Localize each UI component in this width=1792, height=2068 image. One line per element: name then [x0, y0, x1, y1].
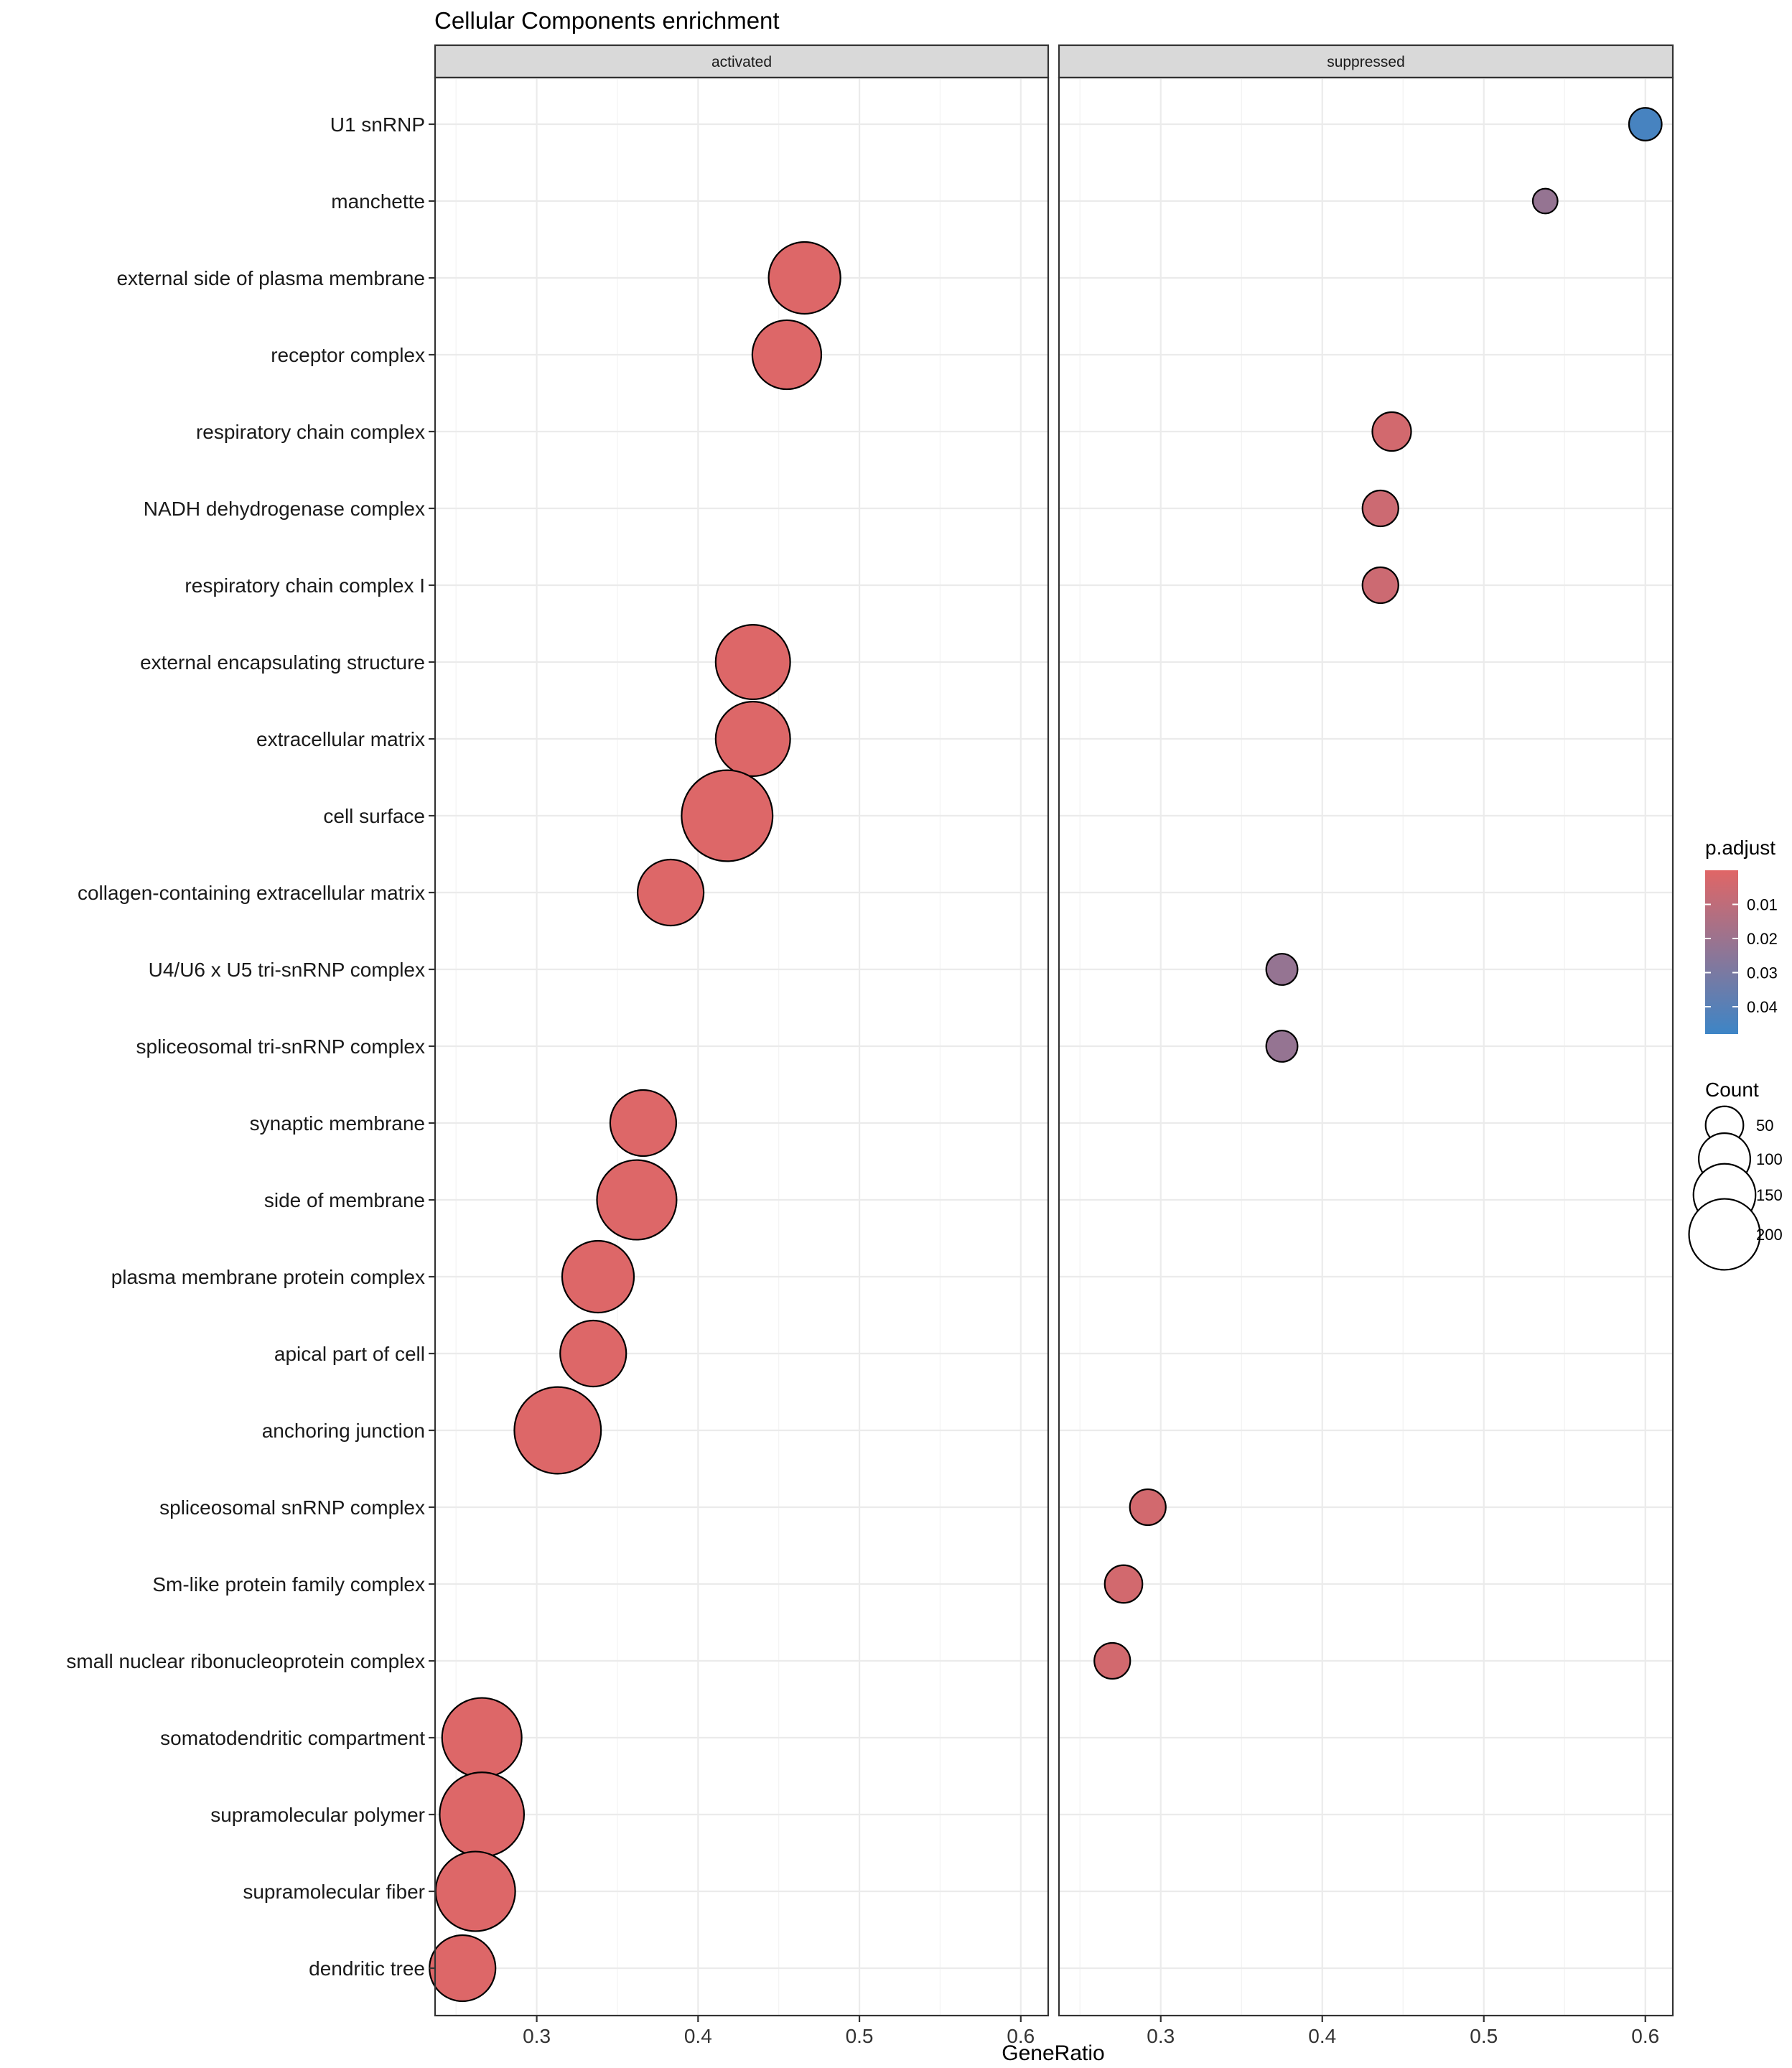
x-tick-label: 0.6	[1631, 2025, 1659, 2047]
size-legend-label: 50	[1756, 1117, 1773, 1135]
data-point	[596, 1159, 678, 1241]
data-point	[513, 1386, 602, 1475]
facet-strip	[434, 44, 1050, 79]
x-tick-label: 0.3	[1147, 2025, 1175, 2047]
x-tick-label: 0.5	[1470, 2025, 1498, 2047]
data-point	[559, 1319, 627, 1388]
y-tick-label: U4/U6 x U5 tri-snRNP complex	[149, 959, 425, 981]
y-tick-label: somatodendritic compartment	[160, 1727, 425, 1749]
data-point	[439, 1771, 526, 1858]
color-legend-label: 0.04	[1747, 998, 1778, 1016]
facet-panel-activated: activated 0.3 0.4 0.5 0.6	[429, 44, 1050, 2047]
data-point	[1371, 411, 1412, 452]
y-tick-label: apical part of cell	[274, 1343, 425, 1365]
x-tick-label: 0.6	[1007, 2025, 1035, 2047]
data-point	[1531, 187, 1559, 215]
y-tick-label: U1 snRNP	[330, 113, 425, 136]
data-point	[1628, 107, 1663, 141]
y-tick-label: side of membrane	[264, 1189, 425, 1211]
data-point	[441, 1697, 523, 1779]
size-legend-label: 200	[1756, 1226, 1783, 1244]
data-point	[1361, 566, 1399, 605]
size-legend-keys: 50 100 150 200	[1688, 1105, 1783, 1271]
y-tick-label: respiratory chain complex	[196, 421, 425, 443]
y-tick-label: dendritic tree	[309, 1957, 425, 1980]
facet-strip-label: suppressed	[1327, 54, 1405, 70]
size-legend-title: Count	[1705, 1079, 1759, 1101]
data-point	[714, 624, 791, 700]
y-tick-label: spliceosomal tri-snRNP complex	[136, 1035, 426, 1058]
color-legend-ticks: 0.01 0.02 0.03 0.04	[1705, 896, 1778, 1016]
y-tick-label: collagen-containing extracellular matrix	[78, 882, 425, 904]
data-point	[681, 769, 774, 862]
color-legend-label: 0.01	[1747, 896, 1778, 914]
panel-border	[1058, 76, 1674, 2017]
data-point	[1103, 1564, 1144, 1604]
size-legend-circle	[1688, 1198, 1761, 1271]
data-point	[1265, 1030, 1299, 1063]
color-legend-label: 0.02	[1747, 930, 1778, 948]
data-point	[609, 1089, 678, 1158]
x-tick-label: 0.4	[1308, 2025, 1336, 2047]
legend: p.adjust 0.01 0.02 0.03 0.04 Count 50 100 150…	[1688, 837, 1783, 1271]
y-tick-label: external side of plasma membrane	[116, 267, 425, 289]
data-point	[434, 1850, 516, 1932]
color-legend-label: 0.03	[1747, 964, 1778, 982]
data-point	[751, 319, 823, 391]
y-tick-label: NADH dehydrogenase complex	[144, 498, 425, 520]
chart-title: Cellular Components enrichment	[434, 7, 780, 34]
y-tick-label: manchette	[331, 190, 425, 213]
data-point	[637, 858, 705, 927]
x-axis-title: GeneRatio	[1002, 2041, 1104, 2065]
y-tick-label: anchoring junction	[262, 1420, 425, 1442]
y-tick-label: synaptic membrane	[250, 1112, 425, 1135]
data-point	[1129, 1488, 1167, 1527]
y-tick-label: small nuclear ribonucleoprotein complex	[66, 1650, 425, 1672]
y-tick-label: cell surface	[323, 805, 425, 827]
x-tick-label: 0.3	[523, 2025, 551, 2047]
y-tick-label: spliceosomal snRNP complex	[159, 1496, 425, 1519]
color-legend-bar	[1705, 870, 1738, 1034]
facet-panels: activated 0.3 0.4 0.5 0.6 suppressed 0.3 0.4 0.5…	[429, 44, 1674, 2047]
data-point	[1361, 489, 1399, 528]
y-tick-label: external encapsulating structure	[140, 651, 425, 674]
data-point	[1265, 953, 1299, 986]
x-tick-label: 0.4	[684, 2025, 712, 2047]
y-tick-label: respiratory chain complex I	[185, 574, 425, 597]
size-legend-label: 100	[1756, 1150, 1783, 1168]
facet-panel-suppressed: suppressed 0.3 0.4 0.5 0.6	[1058, 44, 1674, 2047]
y-tick-label: receptor complex	[271, 344, 425, 366]
y-tick-label: plasma membrane protein complex	[111, 1266, 425, 1288]
facet-strip	[1058, 44, 1674, 79]
y-tick-label: Sm-like protein family complex	[152, 1573, 425, 1596]
size-legend-label: 150	[1756, 1186, 1783, 1204]
x-tick-label: 0.5	[846, 2025, 874, 2047]
data-point	[714, 701, 791, 777]
data-point	[767, 241, 841, 315]
facet-strip-label: activated	[711, 54, 772, 70]
data-point	[561, 1239, 635, 1314]
y-tick-label: supramolecular polymer	[210, 1804, 425, 1826]
y-tick-label: extracellular matrix	[256, 728, 425, 750]
data-point	[1093, 1641, 1131, 1680]
y-axis-labels: U1 snRNP manchette external side of plasma…	[66, 113, 435, 1980]
data-point	[429, 1934, 497, 2003]
color-legend-title: p.adjust	[1705, 837, 1775, 859]
y-tick-label: supramolecular fiber	[243, 1881, 425, 1903]
